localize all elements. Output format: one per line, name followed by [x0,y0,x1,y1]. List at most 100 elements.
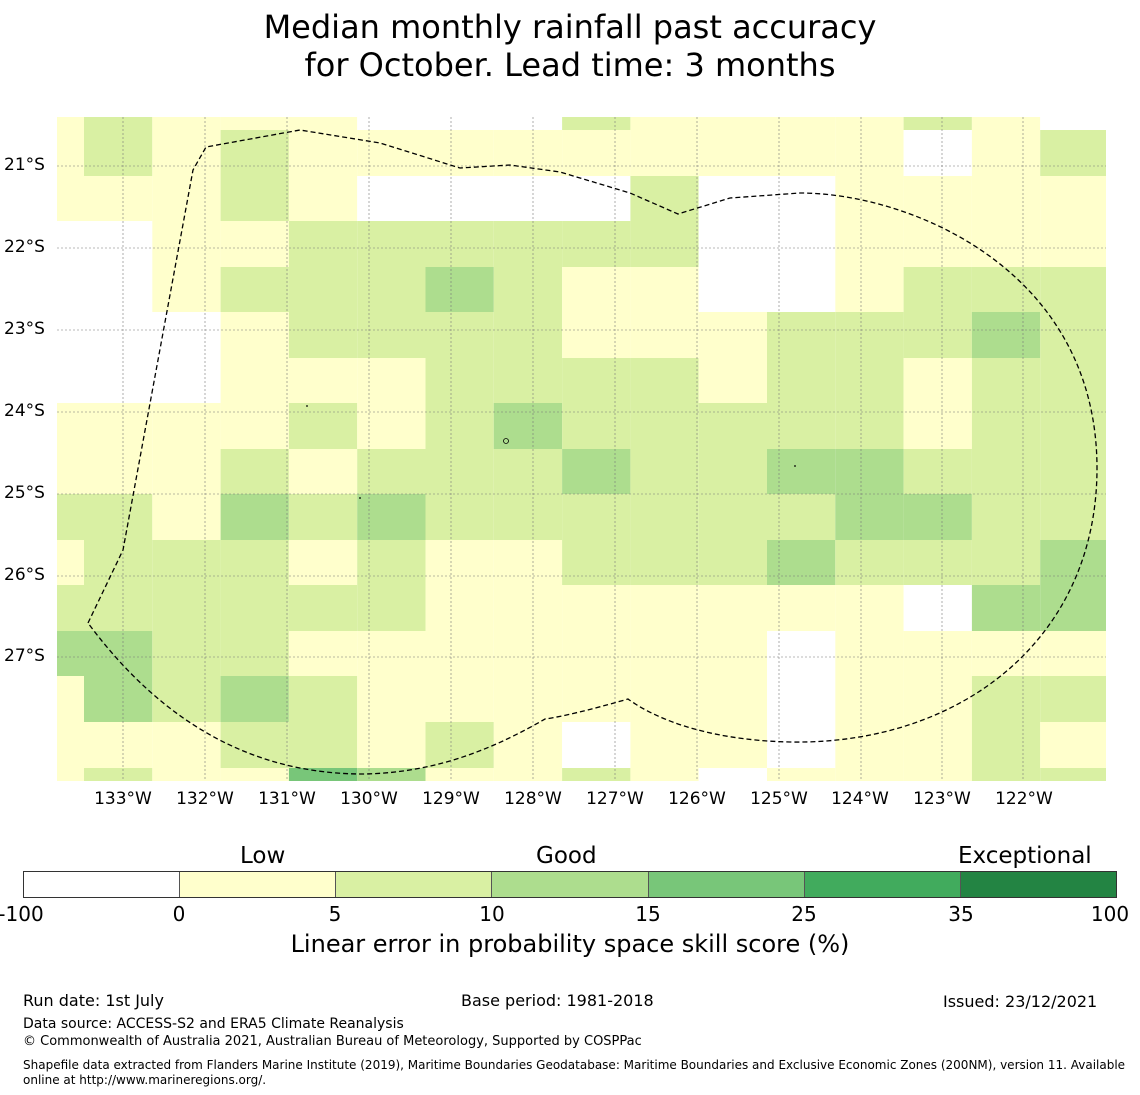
grid-cell [84,676,153,722]
grid-cell [698,267,767,312]
grid-cell [425,722,494,768]
grid-cell [357,358,426,403]
category-good: Good [536,843,597,869]
grid-cell [288,449,358,494]
grid-cell [84,494,153,540]
grid-cell [493,358,563,403]
grid-cell [630,176,699,221]
grid-cell [630,768,699,781]
grid-cell [562,221,631,267]
grid-cell [425,358,494,403]
grid-cell [630,312,699,358]
grid-cell [84,631,153,676]
grid-cell [357,221,426,267]
grid-cell [767,494,836,540]
grid-cell [357,267,426,312]
grid-cell [493,585,563,631]
grid-cell [971,176,1041,221]
grid-cell [288,585,358,631]
grid-cell [630,722,699,768]
grid-cell [630,676,699,722]
grid-cell [630,449,699,494]
lat-label: 27°S [4,646,45,666]
grid-cell [493,221,563,267]
grid-cell [288,676,358,722]
grid-cell [220,540,289,585]
shapefile-credit-line2: online at http://www.marineregions.org/. [23,1073,267,1087]
grid-cell [767,449,836,494]
grid-cell [493,631,563,676]
grid-cell [1040,676,1106,722]
grid-cell [698,117,767,130]
grid-cell [630,267,699,312]
colorbar-tick: 25 [791,902,817,926]
grid-cell [357,585,426,631]
grid-cell [1040,768,1106,781]
lat-label: 26°S [4,565,45,585]
colorbar-tick: 5 [328,902,342,926]
colorbar-segment [492,872,649,897]
grid-cell [767,176,836,221]
grid-cell [903,117,972,130]
grid-cell [152,176,221,221]
grid-cell [562,267,631,312]
grid-cell [903,676,972,722]
grid-cell [767,312,836,358]
grid-cell [630,130,699,176]
grid-cell [152,312,221,358]
grid-cell [425,768,494,781]
grid-cell [84,312,153,358]
grid-cell [493,768,563,781]
lat-label: 21°S [4,155,45,175]
grid-cell [630,403,699,449]
grid-cell [698,358,767,403]
colorbar [23,871,1117,898]
grid-cell [425,267,494,312]
map-title-line2: for October. Lead time: 3 months [304,46,836,84]
grid-cell [835,540,904,585]
grid-cell [835,130,904,176]
grid-cell [835,312,904,358]
grid-cell [288,403,358,449]
grid-cell [903,267,972,312]
grid-cell [220,722,289,768]
grid-cell [903,312,972,358]
grid-cell [698,676,767,722]
grid-cell [357,631,426,676]
grid-cell [767,585,836,631]
lon-label: 133°W [94,789,152,809]
colorbar-tick: 10 [479,902,505,926]
grid-cell [220,403,289,449]
grid-cell [84,358,153,403]
grid-cell [1040,312,1106,358]
lon-label: 130°W [340,789,398,809]
grid-cell [493,267,563,312]
grid-cell [562,631,631,676]
grid-cell [971,358,1041,403]
grid-cell [903,358,972,403]
grid-cell [971,540,1041,585]
lat-label: 22°S [4,237,45,257]
grid-cell [562,449,631,494]
grid-cell [767,358,836,403]
grid-cell [562,540,631,585]
shapefile-credit-line1: Shapefile data extracted from Flanders M… [23,1058,1126,1072]
grid-cell [152,494,221,540]
grid-cell [152,722,221,768]
grid-cell [767,722,836,768]
grid-cell [493,403,563,449]
eez-boundary [87,129,1098,775]
grid-cell [288,221,358,267]
grid-cell [357,312,426,358]
grid-cell [630,631,699,676]
grid-cell [220,676,289,722]
grid-cell [630,117,699,130]
grid-cell [152,221,221,267]
lat-label: 25°S [4,483,45,503]
lat-label: 23°S [4,319,45,339]
grid-cell [767,267,836,312]
grid-cell [220,768,289,781]
grid-cell [84,722,153,768]
grid-cell [425,117,494,130]
grid-cell [1040,130,1106,176]
